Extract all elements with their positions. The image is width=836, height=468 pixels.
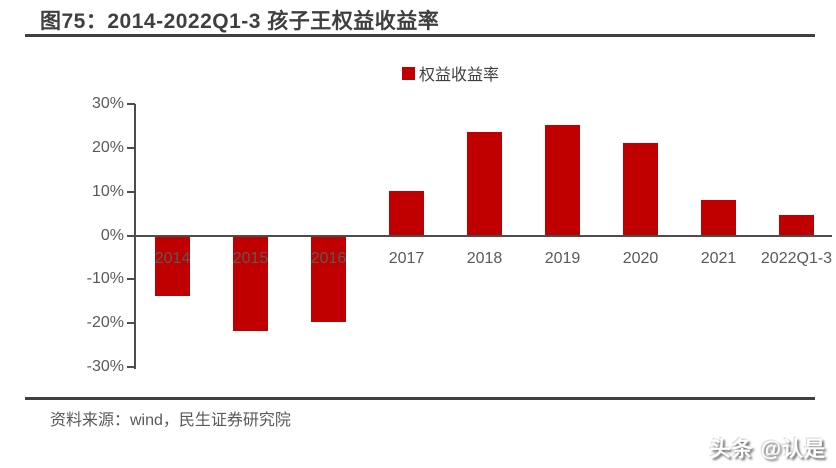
- bar-2022Q1-3: [779, 215, 814, 235]
- legend-swatch-icon: [402, 66, 415, 80]
- y-tick-label-0%: 0%: [100, 226, 124, 244]
- y-tick-mark: [127, 234, 135, 237]
- footer-rule: [25, 397, 815, 400]
- y-tick-mark: [127, 146, 135, 149]
- x-tick-label-2021: 2021: [700, 250, 737, 267]
- plot-area: 2014 2015 2016 2017 2018 2019 2020 2021 2022Q1-3…: [87, 95, 834, 375]
- watermark: 头条 @认是: [709, 438, 826, 461]
- x-tick-label-2020: 2020: [622, 250, 659, 267]
- x-tick-label-2014: 2014: [154, 250, 191, 267]
- legend-label: 权益收益率: [419, 67, 500, 84]
- title-underline: [25, 34, 815, 37]
- y-tick-mark: [127, 103, 135, 105]
- y-tick-mark: [127, 278, 135, 281]
- y-tick-label-10%: 10%: [91, 182, 124, 200]
- x-tick-label-2015: 2015: [232, 250, 269, 267]
- source-note: 资料来源：wind，民生证券研究院: [50, 412, 291, 429]
- legend: 权益收益率: [402, 61, 499, 85]
- y-tick-label--20%: -20%: [86, 314, 124, 332]
- bar-2020: [623, 142, 658, 235]
- y-tick-mark: [127, 366, 135, 368]
- y-tick-label--30%: -30%: [86, 358, 124, 375]
- bar-2018: [467, 131, 502, 235]
- x-tick-label-2016: 2016: [310, 250, 347, 267]
- y-tick-label-30%: 30%: [91, 95, 124, 112]
- x-tick-label-2017: 2017: [388, 250, 425, 267]
- y-tick-label-20%: 20%: [91, 138, 124, 156]
- bar-2021: [701, 199, 736, 235]
- x-axis-line: [134, 235, 832, 237]
- bar-2014: [155, 237, 190, 297]
- x-tick-label-2022Q1-3: 2022Q1-3: [760, 250, 833, 267]
- bar-2016: [311, 237, 346, 323]
- x-tick-label-2018: 2018: [466, 250, 503, 267]
- y-tick-label--10%: -10%: [86, 270, 124, 288]
- y-tick-mark: [127, 322, 135, 325]
- x-tick-label-2019: 2019: [544, 250, 581, 267]
- bar-2015: [233, 237, 268, 332]
- figure-title: 图75：2014-2022Q1-3 孩子王权益收益率: [40, 10, 440, 33]
- bar-2017: [389, 191, 424, 235]
- y-tick-mark: [127, 190, 135, 193]
- bar-2019: [545, 125, 580, 235]
